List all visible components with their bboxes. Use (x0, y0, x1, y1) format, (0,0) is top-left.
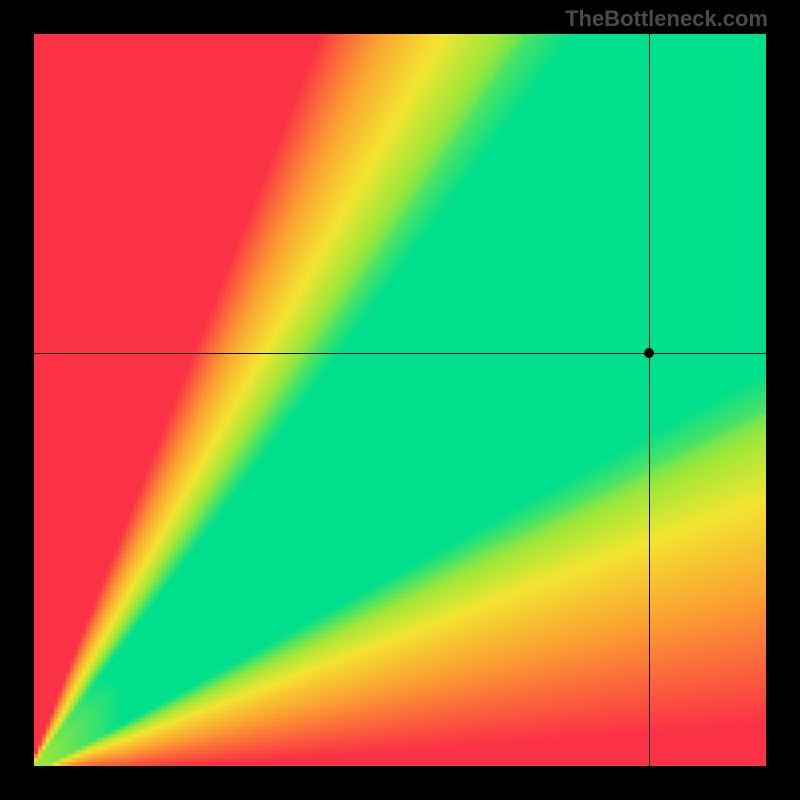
heatmap-canvas (34, 34, 766, 766)
crosshair-horizontal (34, 353, 766, 354)
watermark-text: TheBottleneck.com (565, 6, 768, 32)
crosshair-vertical (649, 34, 650, 766)
bottleneck-heatmap (34, 34, 766, 766)
selection-marker-dot (644, 348, 654, 358)
